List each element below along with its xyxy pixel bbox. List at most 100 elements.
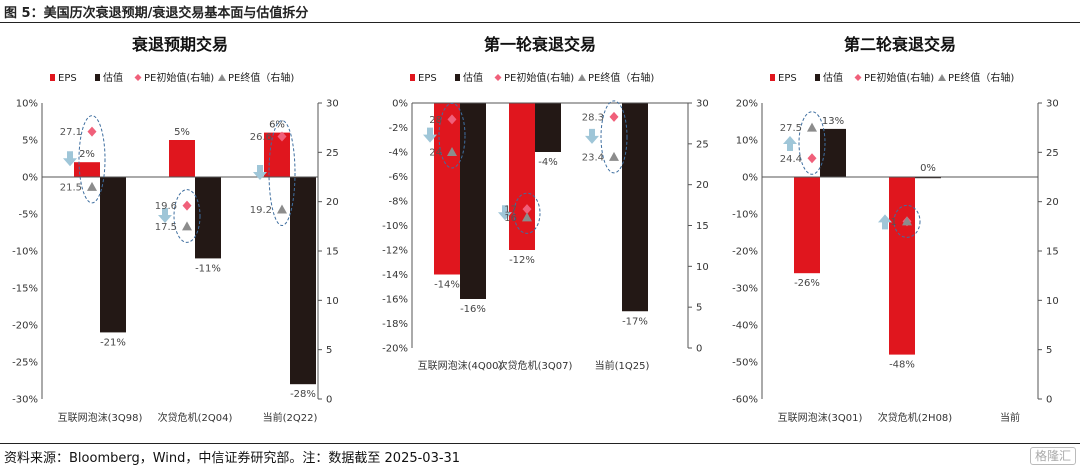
y-left-tick-label: 0% — [392, 99, 408, 110]
eps-data-label: -12% — [509, 255, 535, 266]
y-left-tick-label: 5% — [22, 136, 38, 147]
valuation-bar — [460, 103, 486, 299]
pe-end-marker — [277, 204, 287, 214]
y-left-tick-label: -10% — [382, 221, 408, 232]
valuation-bar — [622, 103, 648, 312]
arrow-down-icon — [423, 127, 437, 143]
panel-recession-expectation: 衰退预期交易 EPS 估值 PE初始值(右轴) PE终值（右轴) 10% 5% 0% -5% -1… — [0, 24, 360, 442]
legend-pe-end-marker — [938, 74, 946, 81]
x-category-label: 当前(2Q22) — [263, 411, 318, 424]
y-left-tick-label: -30% — [732, 284, 758, 295]
highlight-ellipse — [78, 115, 106, 204]
y-right-tick-label: 30 — [326, 99, 339, 110]
valuation-bar — [100, 177, 126, 333]
highlight-ellipse — [173, 189, 201, 243]
y-left-tick-label: -20% — [382, 344, 408, 355]
y-right-tick-label: 5 — [696, 303, 702, 314]
y-right-tick-label: 15 — [1046, 247, 1059, 258]
x-category-label: 互联网泡沫(3Q01) — [778, 411, 863, 424]
pe-end-data-label: 19.2 — [250, 205, 272, 216]
y-left-tick-label: -20% — [732, 247, 758, 258]
pe-start-data-label: 28.3 — [582, 112, 604, 123]
arrow-up-icon — [783, 135, 797, 151]
y-right-tick-label: 20 — [696, 180, 709, 191]
valuation-data-label: -4% — [538, 157, 557, 168]
valuation-bar — [915, 177, 941, 179]
pe-end-marker — [807, 122, 817, 132]
pe-end-marker — [609, 151, 619, 161]
legend-valuation-label: 估值 — [823, 71, 843, 84]
y-right-tick-label: 5 — [326, 345, 332, 356]
arrow-down-icon — [63, 151, 77, 167]
pe-end-data-label: 17.5 — [155, 222, 177, 233]
pe-end-marker — [182, 221, 192, 231]
legend-pe-end-label: PE终值（右轴) — [228, 71, 294, 84]
y-left-tick-label: -12% — [382, 246, 408, 257]
legend-pe-end-marker — [578, 74, 586, 81]
legend-eps-label: EPS — [58, 73, 77, 84]
y-left-tick-label: -6% — [389, 172, 408, 183]
y-right-tick-label: 30 — [1046, 99, 1059, 110]
legend-pe-end-marker — [218, 74, 226, 81]
legend-pe-start-marker — [494, 74, 502, 81]
y-left-tick-label: -5% — [19, 210, 38, 221]
y-left-tick-label: -18% — [382, 319, 408, 330]
y-left-tick-label: -14% — [382, 270, 408, 281]
legend-valuation-label: 估值 — [463, 71, 483, 84]
y-right-tick-label: 10 — [1046, 296, 1059, 307]
pe-end-data-label: 27.5 — [780, 123, 802, 134]
bottom-divider — [0, 443, 1080, 444]
y-right-tick-label: 15 — [326, 247, 339, 258]
pe-start-marker — [277, 131, 287, 142]
valuation-data-label: -28% — [290, 389, 316, 400]
pe-start-marker — [609, 111, 619, 122]
pe-start-marker — [522, 204, 532, 215]
y-left-tick-label: -4% — [389, 148, 408, 159]
eps-bar — [264, 132, 290, 177]
legend-pe-start-label: PE初始值(右轴) — [504, 71, 574, 84]
chart-title: 衰退预期交易 — [131, 35, 228, 54]
y-left-tick-label: -50% — [732, 358, 758, 369]
y-left-tick-label: -10% — [12, 247, 38, 258]
highlight-ellipse — [798, 111, 826, 175]
y-left-tick-label: -25% — [12, 358, 38, 369]
valuation-data-label: -21% — [100, 337, 126, 348]
figure-title: 图 5：美国历次衰退预期/衰退交易基本面与估值拆分 — [4, 6, 309, 21]
pe-end-data-label: 16 — [504, 213, 517, 224]
valuation-data-label: -16% — [460, 304, 486, 315]
legend-pe-end-label: PE终值（右轴) — [588, 71, 654, 84]
y-right-tick-label: 5 — [1046, 345, 1052, 356]
y-right-tick-label: 20 — [1046, 197, 1059, 208]
eps-bar — [434, 103, 460, 275]
valuation-bar — [535, 103, 561, 152]
legend-pe-start-label: PE初始值(右轴) — [864, 71, 934, 84]
pe-start-data-label: 27.1 — [60, 127, 82, 138]
chart-recession-expectation: 衰退预期交易 EPS 估值 PE初始值(右轴) PE终值（右轴) 10% 5% 0% -5% -1… — [12, 35, 339, 424]
arrow-down-icon — [498, 205, 512, 221]
panel-first-recession: 第一轮衰退交易 EPS 估值 PE初始值(右轴) PE终值（右轴) 0% -2% -4% -6%… — [360, 24, 720, 442]
pe-start-data-label: 1 — [891, 217, 897, 228]
arrow-down-icon — [158, 207, 172, 223]
y-right-tick-label: 0 — [696, 344, 702, 355]
legend-eps-label: EPS — [778, 73, 797, 84]
highlight-ellipse — [893, 204, 921, 238]
y-right-tick-label: 0 — [326, 395, 332, 406]
watermark-logo: 格隆汇 — [1029, 447, 1076, 465]
pe-end-marker — [902, 216, 912, 226]
pe-start-data-label: 17 — [504, 205, 517, 216]
legend-eps-label: EPS — [418, 73, 437, 84]
y-left-tick-label: 10% — [736, 136, 758, 147]
x-category-label: 当前(1Q25) — [595, 359, 650, 372]
source-note: 资料来源：Bloomberg，Wind，中信证券研究部。注：数据截至 2025-… — [4, 451, 461, 466]
y-left-tick-label: 10% — [16, 99, 38, 110]
legend-eps-swatch — [770, 74, 775, 81]
valuation-data-label: -11% — [195, 263, 221, 274]
y-left-tick-label: -40% — [732, 321, 758, 332]
eps-bar — [169, 140, 195, 177]
x-category-label: 互联网泡沫(4Q00) — [418, 359, 503, 372]
pe-start-data-label: 26.6 — [250, 132, 272, 143]
eps-bar — [889, 177, 915, 355]
legend-pe-start-label: PE初始值(右轴) — [144, 71, 214, 84]
y-left-tick-label: -60% — [732, 395, 758, 406]
